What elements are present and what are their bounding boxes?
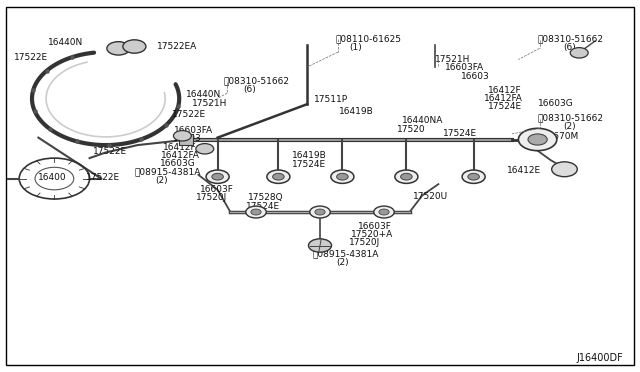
Text: Ⓢ08110-61625: Ⓢ08110-61625 (336, 35, 402, 44)
Text: 16412FA: 16412FA (484, 94, 523, 103)
Text: 17522E: 17522E (172, 110, 205, 119)
Text: 17520+A: 17520+A (351, 230, 393, 239)
Text: (2): (2) (156, 176, 168, 185)
Text: 16603FA: 16603FA (174, 126, 213, 135)
Text: 16412F: 16412F (163, 143, 197, 152)
Text: 22670M: 22670M (543, 132, 579, 141)
Text: 17521H: 17521H (435, 55, 470, 64)
Circle shape (379, 209, 389, 215)
Circle shape (173, 131, 191, 141)
Circle shape (246, 206, 266, 218)
Text: 16603F: 16603F (200, 185, 234, 194)
Text: Ⓜ08915-4381A: Ⓜ08915-4381A (312, 249, 379, 258)
Circle shape (310, 206, 330, 218)
Text: 16400: 16400 (38, 173, 67, 182)
Circle shape (518, 128, 557, 151)
Text: 17528Q: 17528Q (248, 193, 284, 202)
Text: 16440NA: 16440NA (402, 116, 444, 125)
Text: 17511P: 17511P (314, 95, 348, 104)
Circle shape (315, 209, 325, 215)
Circle shape (251, 209, 261, 215)
Circle shape (528, 134, 547, 145)
Circle shape (308, 239, 332, 252)
Circle shape (212, 173, 223, 180)
Text: 16603: 16603 (173, 134, 202, 143)
Text: 16603: 16603 (461, 72, 490, 81)
Circle shape (374, 206, 394, 218)
Text: 17524E: 17524E (246, 202, 280, 211)
Text: 17520U: 17520U (413, 192, 449, 201)
Circle shape (123, 40, 146, 53)
Circle shape (552, 162, 577, 177)
Text: 17522E: 17522E (86, 173, 120, 182)
Circle shape (206, 170, 229, 183)
Circle shape (337, 173, 348, 180)
Text: 16603F: 16603F (358, 222, 392, 231)
Text: Ⓢ08310-51662: Ⓢ08310-51662 (224, 77, 290, 86)
Circle shape (570, 48, 588, 58)
Text: 17524E: 17524E (443, 129, 477, 138)
Text: 17520J: 17520J (349, 238, 381, 247)
Text: 16440N: 16440N (186, 90, 221, 99)
Text: 16412FA: 16412FA (161, 151, 200, 160)
Circle shape (196, 144, 214, 154)
Text: J16400DF: J16400DF (576, 353, 623, 363)
Circle shape (331, 170, 354, 183)
Text: 16412F: 16412F (488, 86, 522, 94)
Circle shape (401, 173, 412, 180)
Circle shape (267, 170, 290, 183)
Text: (6): (6) (563, 43, 576, 52)
Text: 17522E: 17522E (14, 53, 48, 62)
Text: Ⓢ08310-51662: Ⓢ08310-51662 (538, 35, 604, 44)
Circle shape (395, 170, 418, 183)
Text: (6): (6) (243, 85, 256, 94)
Text: 17524E: 17524E (488, 102, 522, 111)
Text: Ⓜ08915-4381A: Ⓜ08915-4381A (134, 167, 201, 176)
Circle shape (468, 173, 479, 180)
Text: 16603FA: 16603FA (445, 63, 484, 72)
Text: 16440N: 16440N (48, 38, 83, 47)
Text: 16419B: 16419B (292, 151, 326, 160)
Text: 17522E: 17522E (93, 147, 127, 156)
Text: (2): (2) (337, 258, 349, 267)
Text: 17520J: 17520J (196, 193, 227, 202)
Circle shape (462, 170, 485, 183)
Text: 17520: 17520 (397, 125, 426, 134)
Circle shape (107, 42, 130, 55)
Text: 17524E: 17524E (292, 160, 326, 169)
Bar (179, 134, 193, 145)
FancyBboxPatch shape (6, 7, 634, 365)
Text: 16603G: 16603G (538, 99, 573, 108)
Text: (1): (1) (349, 43, 362, 52)
Text: (2): (2) (563, 122, 576, 131)
Text: 16603G: 16603G (160, 159, 196, 168)
Text: 16412E: 16412E (507, 166, 541, 175)
Text: 17521H: 17521H (192, 99, 227, 108)
Text: 16419B: 16419B (339, 107, 374, 116)
Text: 17522EA: 17522EA (157, 42, 197, 51)
Text: Ⓢ08310-51662: Ⓢ08310-51662 (538, 114, 604, 123)
Circle shape (273, 173, 284, 180)
